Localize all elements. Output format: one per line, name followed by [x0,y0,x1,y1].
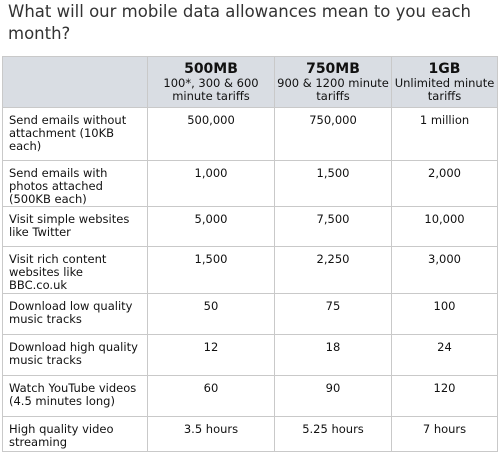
value-500mb: 60 [147,375,275,417]
value-1gb: 1 million [391,107,498,161]
value-500mb: 500,000 [147,107,275,161]
activity-label: Download low quality music tracks [2,293,148,335]
value-1gb: 120 [391,375,498,417]
header-row: 500MB 100*, 300 & 600 minute tariffs 750… [2,56,498,108]
value-750mb: 7,500 [274,206,392,247]
data-allowance-table: 500MB 100*, 300 & 600 minute tariffs 750… [2,56,498,452]
activity-label: Download high quality music tracks [2,334,148,376]
plan-size: 1GB [428,60,461,77]
table-row: Visit rich content websites like BBC.co.… [2,246,498,294]
table-row: Visit simple websites like Twitter 5,000… [2,206,498,247]
plan-header-1gb: 1GB Unlimited minute tariffs [391,56,498,108]
value-500mb: 12 [147,334,275,376]
table-row: Watch YouTube videos (4.5 minutes long) … [2,375,498,417]
table-row: Download low quality music tracks 50 75 … [2,293,498,335]
value-500mb: 3.5 hours [147,416,275,452]
activity-label: Send emails without attachment (10KB eac… [2,107,148,161]
value-1gb: 100 [391,293,498,335]
value-750mb: 75 [274,293,392,335]
activity-label: Visit rich content websites like BBC.co.… [2,246,148,294]
value-1gb: 2,000 [391,160,498,207]
plan-size: 500MB [184,60,238,77]
value-500mb: 5,000 [147,206,275,247]
table-row: Send emails with photos attached (500KB … [2,160,498,207]
header-corner-cell [2,56,148,108]
value-1gb: 10,000 [391,206,498,247]
value-750mb: 1,500 [274,160,392,207]
plan-tariff: 100*, 300 & 600 minute tariffs [163,75,259,103]
activity-label: High quality video streaming [2,416,148,452]
value-750mb: 90 [274,375,392,417]
value-750mb: 750,000 [274,107,392,161]
value-1gb: 24 [391,334,498,376]
activity-label: Watch YouTube videos (4.5 minutes long) [2,375,148,417]
value-500mb: 50 [147,293,275,335]
table-row: Download high quality music tracks 12 18… [2,334,498,376]
plan-size: 750MB [306,60,360,77]
plan-tariff: 900 & 1200 minute tariffs [277,75,389,103]
value-750mb: 5.25 hours [274,416,392,452]
table-row: Send emails without attachment (10KB eac… [2,107,498,161]
value-750mb: 2,250 [274,246,392,294]
page-title: What will our mobile data allowances mea… [8,2,471,43]
plan-tariff: Unlimited minute tariffs [394,75,495,103]
plan-header-750mb: 750MB 900 & 1200 minute tariffs [274,56,392,108]
activity-label: Send emails with photos attached (500KB … [2,160,148,207]
plan-header-500mb: 500MB 100*, 300 & 600 minute tariffs [147,56,275,108]
value-500mb: 1,500 [147,246,275,294]
value-750mb: 18 [274,334,392,376]
value-500mb: 1,000 [147,160,275,207]
value-1gb: 7 hours [391,416,498,452]
activity-label: Visit simple websites like Twitter [2,206,148,247]
value-1gb: 3,000 [391,246,498,294]
table-row: High quality video streaming 3.5 hours 5… [2,416,498,452]
